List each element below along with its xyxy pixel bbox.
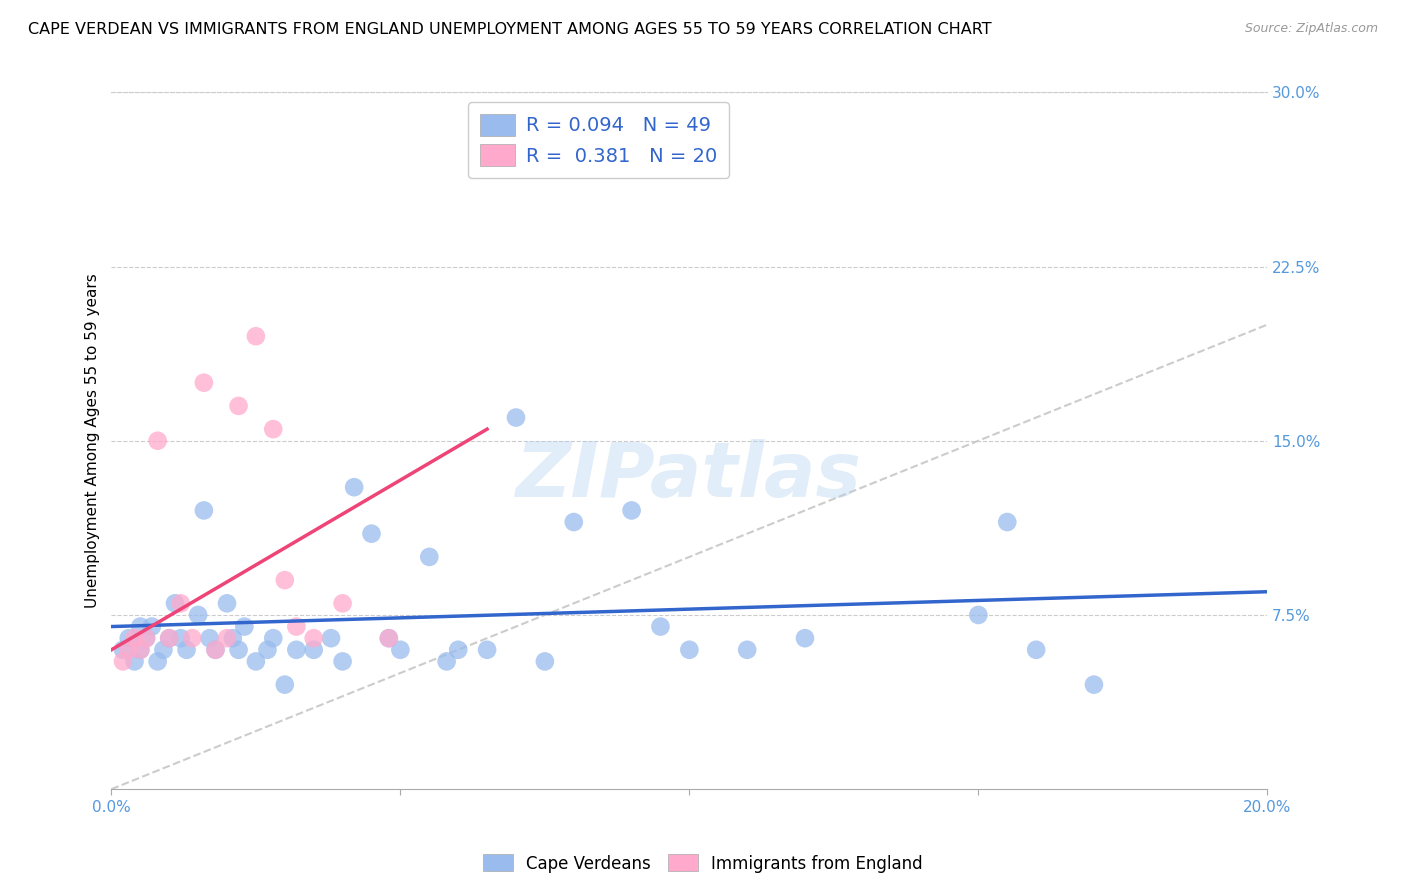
- Point: [389, 642, 412, 657]
- Point: [285, 642, 308, 657]
- Point: [562, 515, 585, 529]
- Point: [678, 642, 700, 657]
- Point: [170, 596, 193, 610]
- Point: [204, 642, 226, 657]
- Point: [256, 642, 278, 657]
- Point: [141, 619, 163, 633]
- Point: [118, 642, 141, 657]
- Point: [157, 631, 180, 645]
- Point: [170, 631, 193, 645]
- Point: [146, 654, 169, 668]
- Point: [360, 526, 382, 541]
- Point: [215, 596, 238, 610]
- Point: [620, 503, 643, 517]
- Point: [124, 631, 146, 645]
- Point: [332, 596, 354, 610]
- Point: [274, 573, 297, 587]
- Point: [262, 631, 284, 645]
- Point: [534, 654, 557, 668]
- Point: [794, 631, 817, 645]
- Point: [995, 515, 1018, 529]
- Point: [129, 619, 152, 633]
- Point: [447, 642, 470, 657]
- Point: [228, 642, 250, 657]
- Point: [262, 422, 284, 436]
- Point: [274, 678, 297, 692]
- Point: [650, 619, 672, 633]
- Legend: Cape Verdeans, Immigrants from England: Cape Verdeans, Immigrants from England: [477, 847, 929, 880]
- Point: [735, 642, 758, 657]
- Point: [176, 642, 198, 657]
- Point: [124, 654, 146, 668]
- Point: [378, 631, 401, 645]
- Point: [111, 642, 134, 657]
- Text: Source: ZipAtlas.com: Source: ZipAtlas.com: [1244, 22, 1378, 36]
- Point: [475, 642, 498, 657]
- Point: [215, 631, 238, 645]
- Point: [332, 654, 354, 668]
- Text: CAPE VERDEAN VS IMMIGRANTS FROM ENGLAND UNEMPLOYMENT AMONG AGES 55 TO 59 YEARS C: CAPE VERDEAN VS IMMIGRANTS FROM ENGLAND …: [28, 22, 991, 37]
- Point: [378, 631, 401, 645]
- Point: [505, 410, 527, 425]
- Point: [198, 631, 221, 645]
- Point: [111, 654, 134, 668]
- Point: [228, 399, 250, 413]
- Point: [285, 619, 308, 633]
- Point: [222, 631, 245, 645]
- Point: [233, 619, 256, 633]
- Point: [157, 631, 180, 645]
- Point: [146, 434, 169, 448]
- Point: [1025, 642, 1047, 657]
- Point: [193, 376, 215, 390]
- Point: [193, 503, 215, 517]
- Y-axis label: Unemployment Among Ages 55 to 59 years: Unemployment Among Ages 55 to 59 years: [86, 273, 100, 608]
- Point: [163, 596, 186, 610]
- Point: [302, 642, 325, 657]
- Point: [204, 642, 226, 657]
- Point: [118, 631, 141, 645]
- Point: [436, 654, 458, 668]
- Point: [181, 631, 204, 645]
- Point: [129, 642, 152, 657]
- Point: [135, 631, 157, 645]
- Point: [135, 631, 157, 645]
- Point: [343, 480, 366, 494]
- Point: [129, 642, 152, 657]
- Legend: R = 0.094   N = 49, R =  0.381   N = 20: R = 0.094 N = 49, R = 0.381 N = 20: [468, 102, 730, 178]
- Text: ZIPatlas: ZIPatlas: [516, 439, 862, 513]
- Point: [967, 607, 990, 622]
- Point: [152, 642, 174, 657]
- Point: [187, 607, 209, 622]
- Point: [245, 654, 267, 668]
- Point: [245, 329, 267, 343]
- Point: [1083, 678, 1105, 692]
- Point: [418, 549, 440, 564]
- Point: [319, 631, 342, 645]
- Point: [302, 631, 325, 645]
